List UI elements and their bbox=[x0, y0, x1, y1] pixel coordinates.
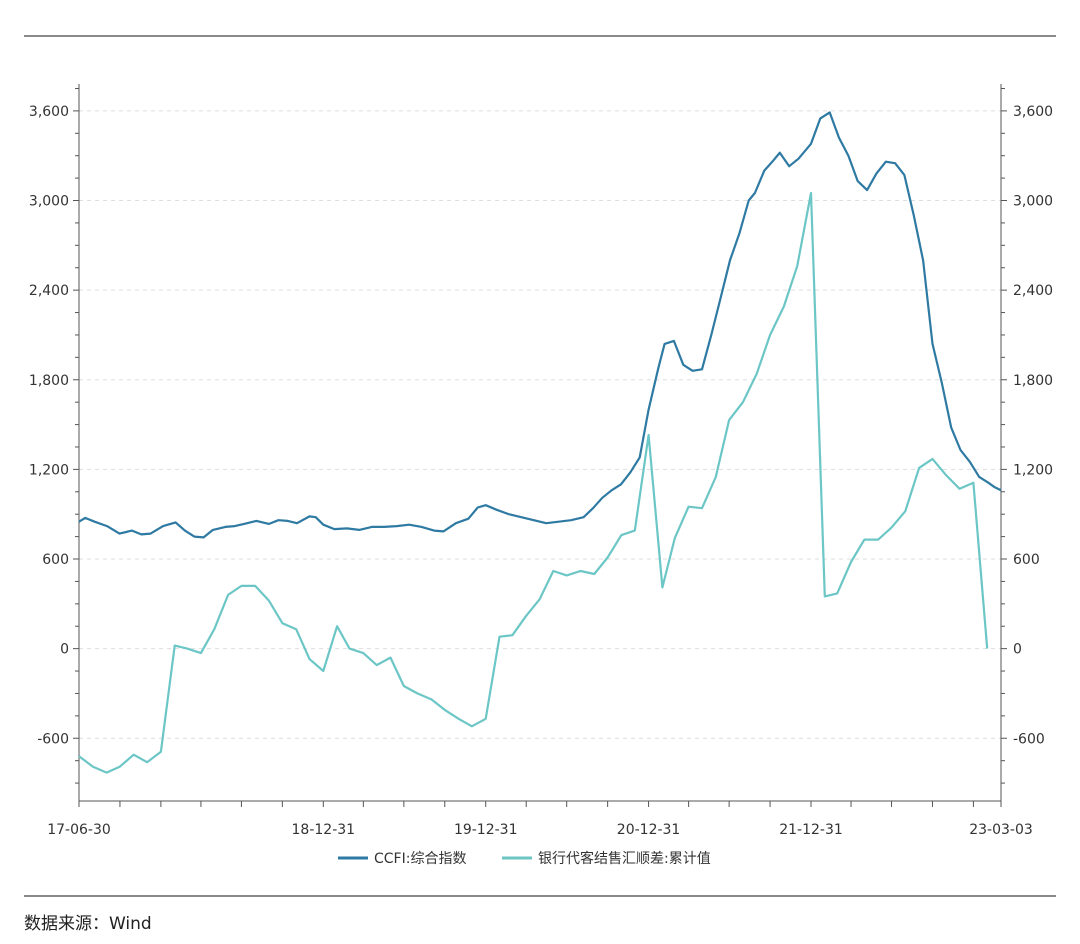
y-right-tick-label: 600 bbox=[1013, 552, 1040, 568]
y-right-tick-label: 3,600 bbox=[1013, 104, 1053, 120]
y-right-tick-label: 3,000 bbox=[1013, 194, 1053, 210]
line-chart: -600 0 600 1,200 1,800 2,400 3,000 3,600 -600 0 60… bbox=[29, 84, 1053, 867]
y-left-tick-label: 1,200 bbox=[29, 462, 69, 478]
axes: -600 0 600 1,200 1,800 2,400 3,000 3,600 -600 0 60… bbox=[29, 84, 1053, 838]
top-rule bbox=[24, 35, 1056, 37]
y-left-tick-label: 3,000 bbox=[29, 194, 69, 210]
y-right-tick-label: 1,200 bbox=[1013, 462, 1053, 478]
bottom-rule bbox=[24, 895, 1056, 897]
x-tick-label: 17-06-30 bbox=[47, 822, 111, 838]
grid-lines bbox=[79, 110, 1001, 739]
x-tick-label: 23-03-03 bbox=[969, 822, 1033, 838]
y-left-tick-label: 1,800 bbox=[29, 373, 69, 389]
series-line-1 bbox=[78, 111, 1002, 539]
series-line-2 bbox=[78, 191, 989, 774]
y-right-tick-label: 2,400 bbox=[1013, 283, 1053, 299]
y-left-tick-label: 600 bbox=[42, 552, 69, 568]
y-left-tick-label: 2,400 bbox=[29, 283, 69, 299]
legend-label-2: 银行代客结售汇顺差:累计值 bbox=[538, 850, 711, 867]
y-left-tick-label: -600 bbox=[37, 731, 69, 747]
legend-label-1: CCFI:综合指数 bbox=[374, 851, 466, 867]
series-lines bbox=[78, 111, 1002, 774]
y-left-tick-label: 3,600 bbox=[29, 104, 69, 120]
x-tick-label: 18-12-31 bbox=[292, 822, 356, 838]
legend: CCFI:综合指数 银行代客结售汇顺差:累计值 bbox=[338, 850, 711, 867]
x-tick-label: 21-12-31 bbox=[779, 822, 843, 838]
x-tick-label: 19-12-31 bbox=[454, 822, 518, 838]
y-right-tick-label: 1,800 bbox=[1013, 373, 1053, 389]
y-left-tick-label: 0 bbox=[60, 642, 69, 658]
y-right-tick-label: -600 bbox=[1013, 731, 1045, 747]
x-tick-label: 20-12-31 bbox=[617, 822, 681, 838]
source-note: 数据来源：Wind bbox=[24, 914, 152, 934]
y-right-tick-label: 0 bbox=[1013, 642, 1022, 658]
